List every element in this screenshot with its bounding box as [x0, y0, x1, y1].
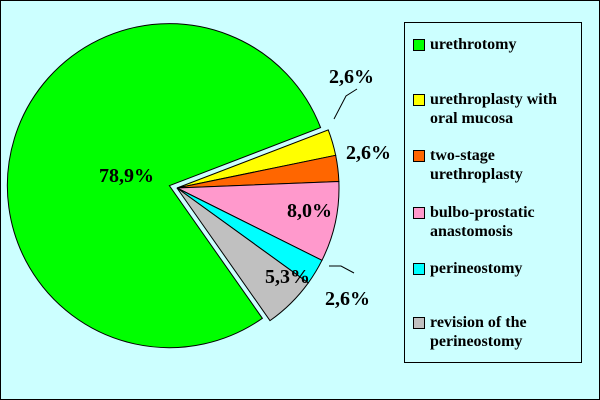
data-label-2: 2,6% — [329, 66, 374, 88]
legend-label-6: revision of the perineostomy — [430, 314, 527, 350]
legend-swatch-6 — [413, 317, 425, 329]
legend-label-5: perineostomy — [430, 260, 523, 277]
leader-line-2 — [333, 88, 358, 120]
legend-swatch-2 — [413, 94, 425, 106]
pie-slice-6 — [176, 187, 309, 322]
legend-swatch-5 — [413, 263, 425, 275]
legend-swatch-4 — [413, 207, 425, 219]
legend-label-1: urethrotomy — [430, 36, 517, 53]
leader-line-5 — [329, 265, 355, 274]
legend-swatch-1 — [413, 39, 425, 51]
legend-label-4: bulbo-prostatic anastomosis — [430, 204, 535, 240]
data-label-5: 2,6% — [325, 288, 370, 310]
legend-swatch-3 — [413, 150, 425, 162]
legend: urethrotomy urethroplasty with oral mucos… — [404, 22, 582, 363]
data-label-3: 2,6% — [346, 142, 391, 164]
data-label-1: 78,9% — [99, 165, 154, 187]
pie-slice-1 — [6, 23, 322, 349]
data-label-6: 5,3% — [265, 266, 310, 288]
legend-label-2: urethroplasty with oral mucosa — [430, 91, 557, 127]
data-label-4: 8,0% — [287, 200, 332, 222]
legend-label-3: two-stage urethroplasty — [430, 147, 523, 183]
